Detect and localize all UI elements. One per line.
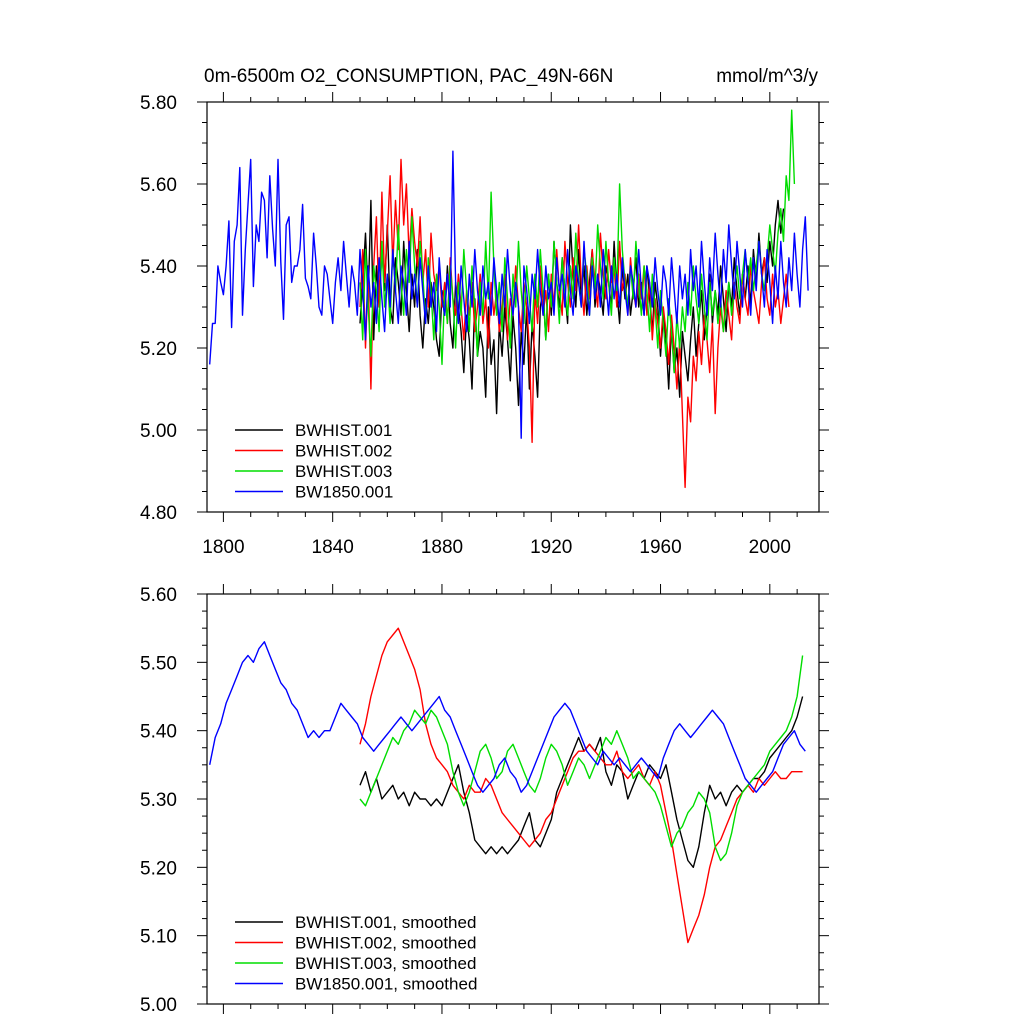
plot-title: 0m-6500m O2_CONSUMPTION, PAC_49N-66N [204, 66, 613, 87]
x-tick-label: 1880 [421, 537, 463, 558]
x-tick-label: 1840 [312, 537, 354, 558]
y-tick-label: 5.60 [140, 585, 177, 606]
y-tick-label: 4.80 [140, 503, 177, 524]
legend-label: BWHIST.003, smoothed [295, 954, 476, 973]
y-tick-label: 5.00 [140, 421, 177, 442]
series-line-1 [359, 696, 804, 868]
x-tick-label: 1800 [202, 537, 244, 558]
y-tick-label: 5.20 [140, 339, 177, 360]
y-tick-label: 5.40 [140, 257, 177, 278]
legend-label: BWHIST.003 [295, 462, 392, 481]
y-tick-label: 5.10 [140, 927, 177, 948]
y-tick-label: 5.20 [140, 858, 177, 879]
legend-label: BWHIST.001, smoothed [295, 913, 476, 932]
bottom-panel: 5.00 5.10 5.20 5.30 5.40 5.50 5.60 BWHIST.001, … [140, 584, 829, 1016]
legend-label: BW1850.001 [295, 483, 393, 502]
x-tick-label: 1960 [639, 537, 681, 558]
y-tick-label: 5.30 [140, 790, 177, 811]
x-tick-label: 1920 [530, 537, 572, 558]
series-line-3 [359, 655, 804, 862]
y-tick-label: 5.80 [140, 93, 177, 114]
y-tick-label: 5.60 [140, 175, 177, 196]
legend-label: BW1850.001, smoothed [295, 975, 477, 994]
legend-label: BWHIST.002 [295, 442, 392, 461]
legend-label: BWHIST.001 [295, 421, 392, 440]
series-line-4 [209, 641, 806, 793]
y-tick-label: 5.40 [140, 722, 177, 743]
y-tick-label: 5.00 [140, 995, 177, 1016]
series-line-3 [359, 109, 796, 374]
legend-label: BWHIST.002, smoothed [295, 934, 476, 953]
series-line-4 [209, 150, 809, 439]
units-label: mmol/m^3/y [716, 66, 818, 87]
x-tick-label: 2000 [749, 537, 791, 558]
top-panel: 1800 1840 1880 1920 1960 2000 4.80 5.00 5.20 5.40… [140, 92, 829, 558]
y-tick-label: 5.50 [140, 653, 177, 674]
series-line-2 [359, 627, 803, 944]
